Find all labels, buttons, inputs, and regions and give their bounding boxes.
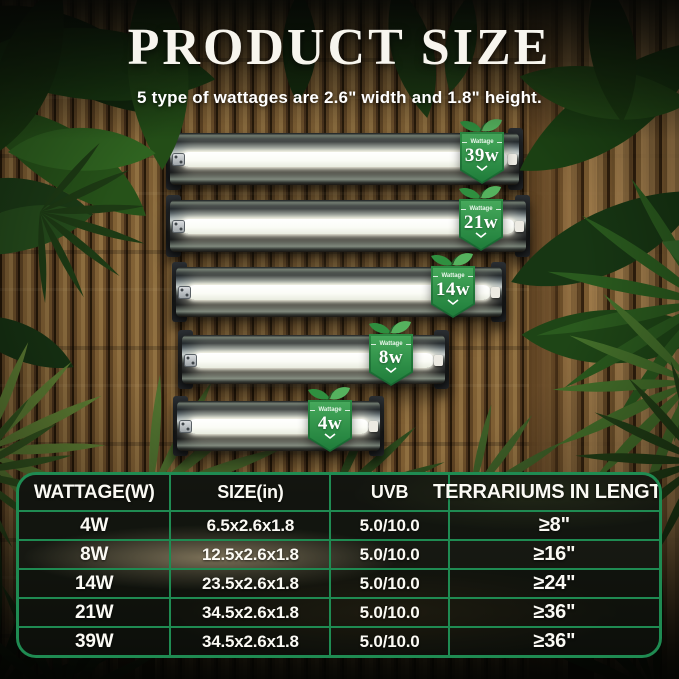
- table-header-row: WATTAGE(W) SIZE(in) UVB TERRARIUMS IN LE…: [19, 475, 659, 510]
- table-cell: 14W: [74, 572, 114, 594]
- chevron-down-icon: [475, 232, 487, 239]
- tube-clip: [172, 152, 185, 166]
- wattage-badge: Wattage 8w: [367, 319, 415, 386]
- wattage-badge: Wattage 21w: [457, 184, 505, 251]
- table-cell: 5.0/10.0: [329, 541, 447, 568]
- chevron-down-icon: [476, 165, 488, 172]
- table-row-14w: 14W 23.5x2.6x1.8 5.0/10.0 ≥24": [19, 568, 659, 597]
- badge-shield: Wattage 21w: [459, 199, 503, 251]
- table-cell: 5.0/10.0: [329, 512, 447, 539]
- wattage-badge: Wattage 14w: [429, 251, 477, 318]
- badge-wattage: 21w: [463, 212, 499, 233]
- badge-wattage: 14w: [435, 279, 471, 300]
- tube-clip: [172, 219, 185, 233]
- chevron-down-icon: [324, 433, 336, 440]
- table-cell: 39W: [74, 630, 114, 652]
- tube-plug: [369, 421, 378, 432]
- tube-clip: [184, 353, 197, 367]
- badge-shield: Wattage 8w: [369, 334, 413, 386]
- badge-wattage: 4w: [317, 413, 343, 434]
- light-fixture-14w: Wattage 14w: [172, 253, 506, 322]
- table-row-39w: 39W 34.5x2.6x1.8 5.0/10.0 ≥36": [19, 626, 659, 655]
- table-cell: 12.5x2.6x1.8: [169, 541, 329, 568]
- tube-plug: [491, 287, 500, 298]
- table-cell: ≥8": [447, 512, 659, 539]
- table-cell: 5.0/10.0: [329, 599, 447, 626]
- table-cell: 4W: [80, 514, 109, 536]
- table-cell: ≥36": [447, 599, 659, 626]
- table-cell: 8W: [80, 543, 109, 565]
- light-fixture-8w: Wattage 8w: [178, 321, 449, 389]
- table-cell: 23.5x2.6x1.8: [169, 570, 329, 597]
- tube-plug: [515, 220, 524, 232]
- badge-shield: Wattage 39w: [460, 132, 504, 184]
- column-header-size: SIZE(in): [169, 475, 329, 510]
- table-cell: 5.0/10.0: [329, 628, 447, 655]
- chevron-down-icon: [385, 367, 397, 374]
- light-fixture-21w: Wattage 21w: [166, 186, 530, 257]
- subtitle: 5 type of wattages are 2.6" width and 1.…: [137, 88, 542, 107]
- wattage-badge: Wattage 39w: [458, 117, 506, 184]
- table-row-4w: 4W 6.5x2.6x1.8 5.0/10.0 ≥8": [19, 510, 659, 539]
- table-cell: 21W: [74, 601, 114, 623]
- size-table: WATTAGE(W) SIZE(in) UVB TERRARIUMS IN LE…: [16, 472, 662, 658]
- tube-plug: [434, 354, 443, 366]
- tube-plug: [508, 153, 517, 165]
- table-cell: 6.5x2.6x1.8: [169, 512, 329, 539]
- table-cell: 34.5x2.6x1.8: [169, 599, 329, 626]
- table-cell: ≥16": [447, 541, 659, 568]
- chevron-down-icon: [447, 299, 459, 306]
- wattage-badge: Wattage 4w: [306, 385, 354, 452]
- column-header-terrariums: TERRARIUMS IN LENGTH: [433, 475, 659, 510]
- page-title: PRODUCT SIZE: [127, 19, 552, 76]
- light-fixture-39w: Wattage 39w: [166, 119, 523, 190]
- column-header-uvb: UVB: [329, 475, 447, 510]
- table-cell: ≥24": [447, 570, 659, 597]
- badge-shield: Wattage 4w: [308, 400, 352, 452]
- table-row-8w: 8W 12.5x2.6x1.8 5.0/10.0 ≥16": [19, 539, 659, 568]
- table-cell: 34.5x2.6x1.8: [169, 628, 329, 655]
- badge-wattage: 39w: [464, 145, 500, 166]
- light-fixture-4w: Wattage 4w: [173, 387, 384, 456]
- badge-shield: Wattage 14w: [431, 266, 475, 318]
- badge-wattage: 8w: [378, 347, 404, 368]
- tube-clip: [179, 420, 192, 433]
- table-cell: ≥36": [447, 628, 659, 655]
- table-cell: 5.0/10.0: [329, 570, 447, 597]
- table-row-21w: 21W 34.5x2.6x1.8 5.0/10.0 ≥36": [19, 597, 659, 626]
- tube-clip: [178, 286, 191, 299]
- column-header-wattage: WATTAGE(W): [33, 481, 155, 503]
